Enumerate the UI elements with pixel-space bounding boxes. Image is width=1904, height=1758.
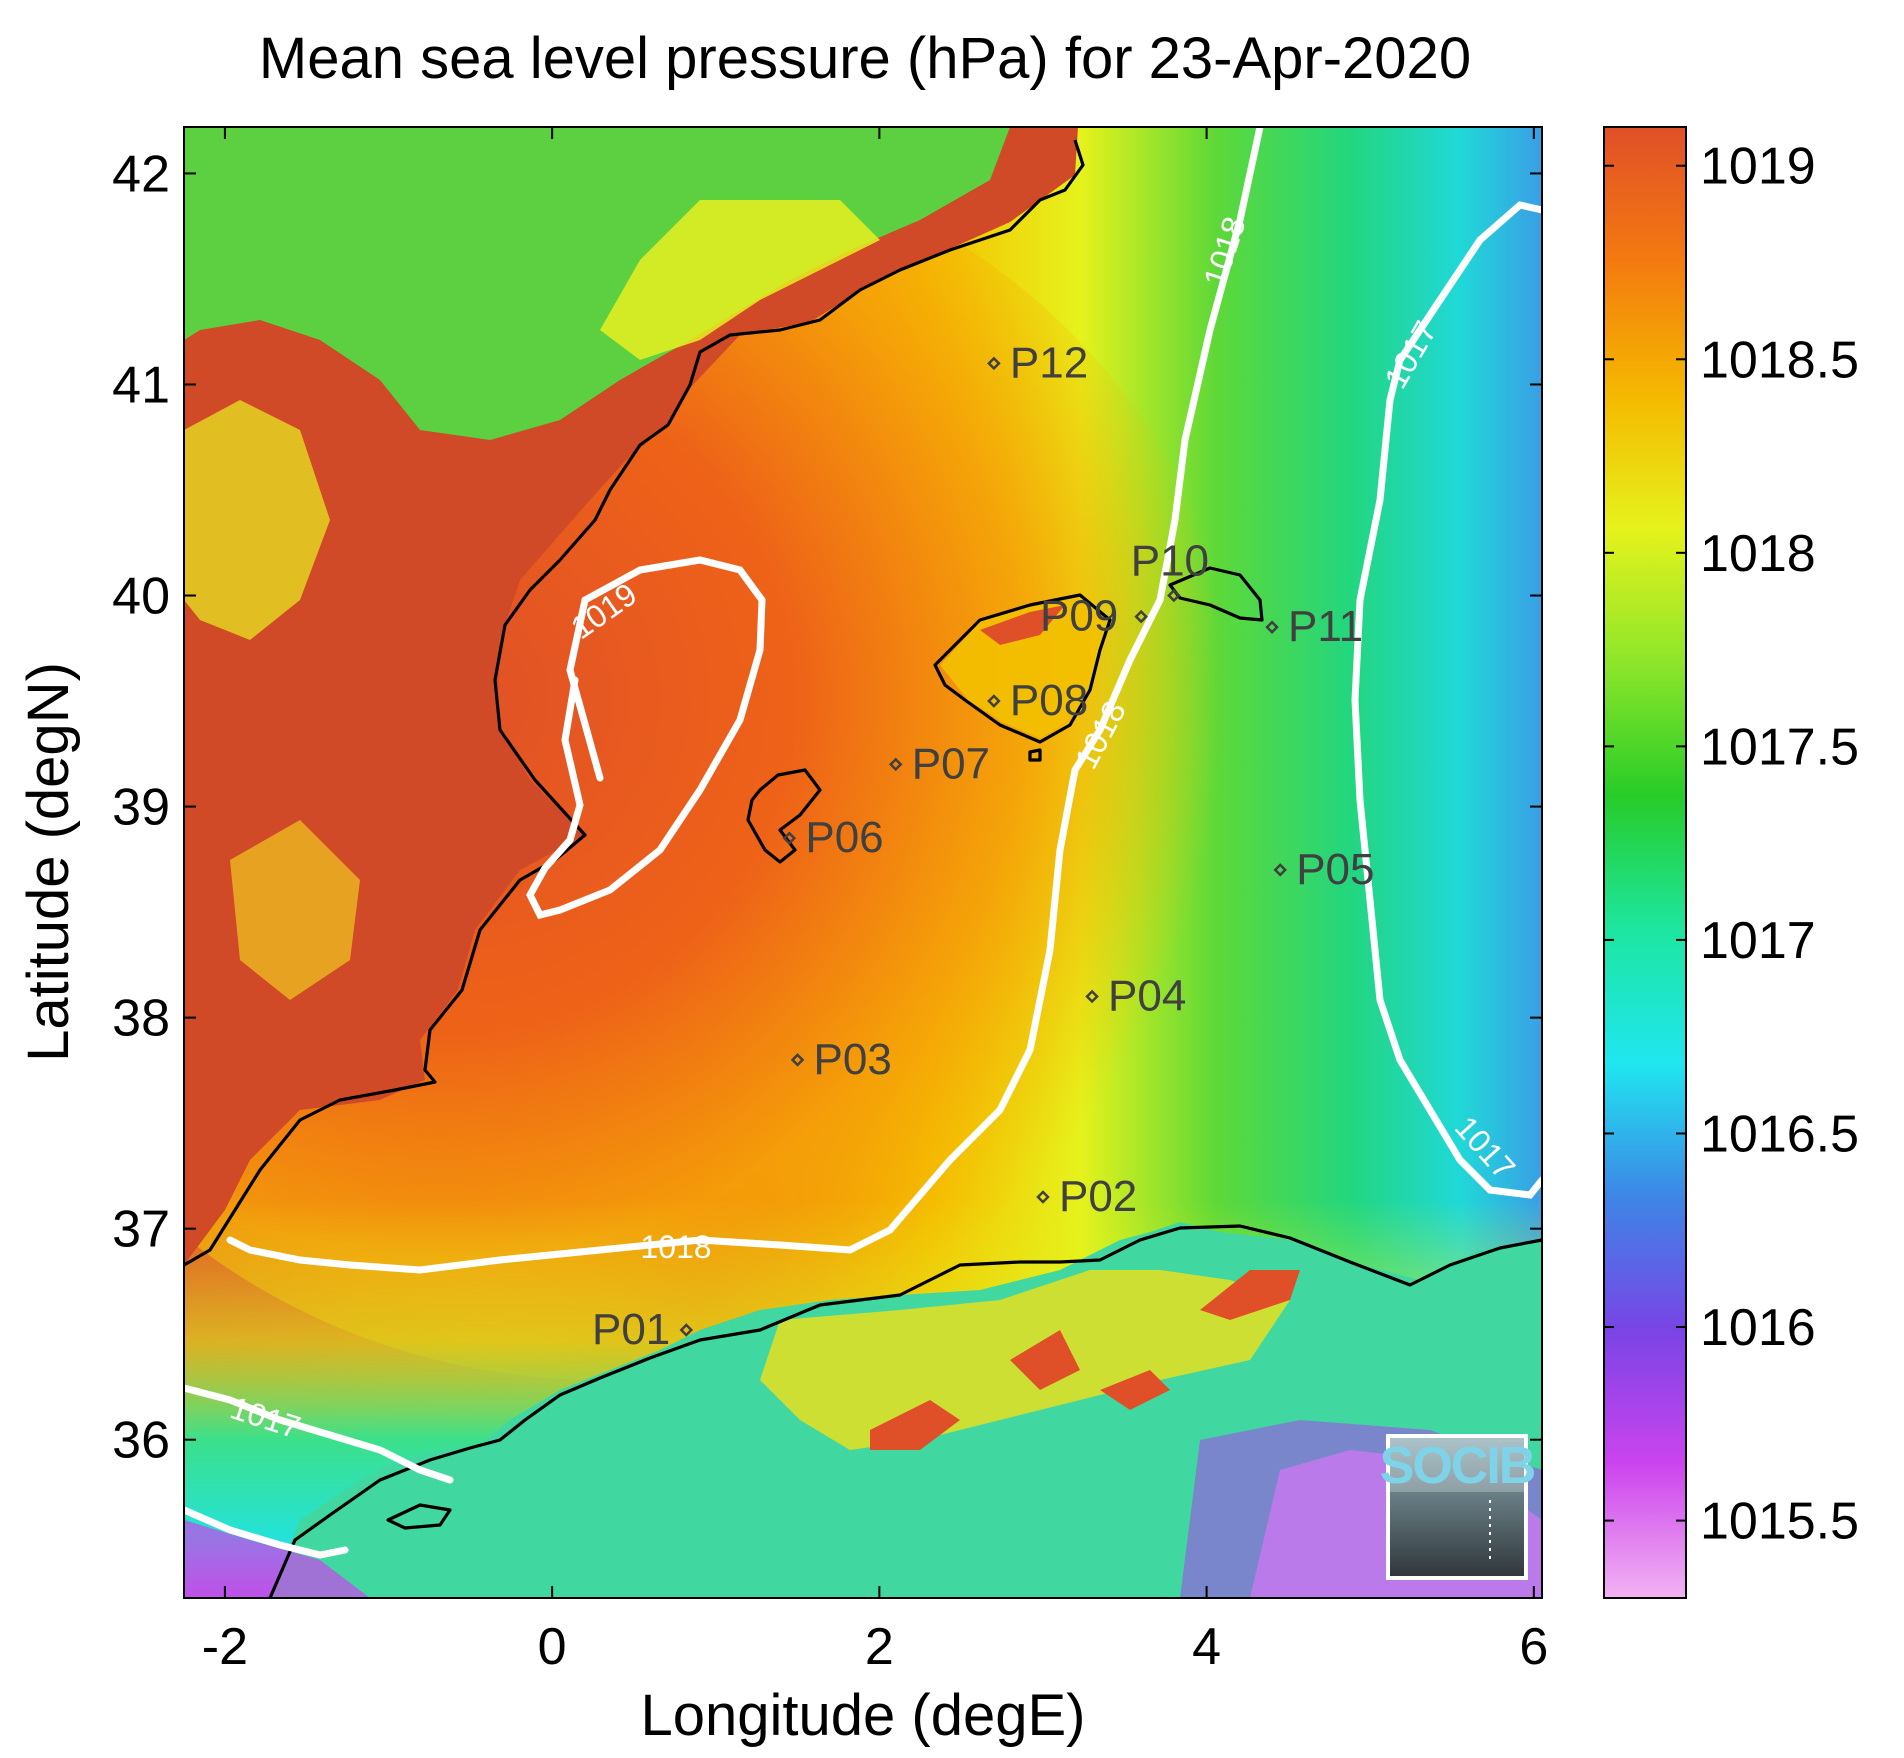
y-tick-label: 37 [112, 1201, 170, 1259]
y-tick-label: 40 [112, 568, 170, 626]
iberia-terrain-yellow [600, 200, 880, 360]
colorbar-ticks: 1015.5 1016 1016.5 1017 1017.5 1018 1018.5 1019 [1604, 138, 1859, 1551]
station-label-p02: P02 [1059, 1172, 1137, 1221]
socib-logo: SOCIB [1380, 1434, 1537, 1580]
mallorca-coastline [933, 593, 1112, 744]
north-africa-coastline [268, 1224, 1543, 1599]
station-marker-p05 [1273, 863, 1287, 877]
colorbar-tick-label: 1017 [1700, 912, 1816, 970]
socib-logo-text: SOCIB [1380, 1437, 1535, 1495]
station-label-p03: P03 [814, 1035, 892, 1084]
isobar-1017-east [1351, 201, 1546, 1199]
stations-layer: P01 P02 P03 P04 P05 P06 P07 P08 P09 P10 P11 P12 [592, 338, 1375, 1354]
station-marker-p09 [1134, 609, 1148, 624]
x-tick-label: 0 [538, 1618, 567, 1676]
y-tick-label: 38 [112, 990, 170, 1048]
station-label-p10: P10 [1131, 537, 1209, 586]
iberia-coastline [183, 139, 1085, 1267]
x-tick-label: 2 [865, 1618, 894, 1676]
station-label-p01: P01 [592, 1305, 670, 1354]
y-tick-label: 42 [112, 145, 170, 203]
x-tick-label: 6 [1519, 1618, 1548, 1676]
station-marker-p02 [1036, 1190, 1050, 1204]
mallorca-terrain [980, 605, 1065, 645]
station-label-p08: P08 [1010, 676, 1088, 725]
colorbar-tick-label: 1017.5 [1700, 718, 1859, 776]
iberia-terrain-yellow-2 [184, 400, 330, 640]
chart-title: Mean sea level pressure (hPa) for 23-Apr… [259, 26, 1471, 91]
station-marker-p10 [1167, 588, 1181, 603]
isobar-1019 [526, 556, 766, 920]
cabrera-coastline [1028, 748, 1042, 762]
isobar-1018-main [226, 123, 1264, 1274]
isobar-1017-southwest [180, 1384, 454, 1484]
station-label-p09: P09 [1040, 592, 1118, 641]
station-marker-p01 [679, 1323, 694, 1337]
iberia-terrain-yellow-3 [230, 820, 360, 1000]
isobars [180, 123, 1546, 1559]
north-africa-terrain-red-1 [1010, 1330, 1080, 1390]
colorbar-tick-label: 1018.5 [1700, 331, 1859, 389]
station-marker-p03 [790, 1053, 805, 1067]
colorbar-tick-label: 1016.5 [1700, 1105, 1859, 1163]
colorbar [1603, 126, 1687, 1599]
colorbar-tick-label: 1019 [1700, 138, 1816, 196]
menorca-coastline [1168, 566, 1264, 622]
x-axis-ticks: -2 0 2 4 6 [202, 127, 1548, 1676]
station-label-p07: P07 [912, 739, 990, 788]
map-frame [183, 126, 1543, 1599]
y-axis-label: Latitude (degN) [16, 662, 81, 1062]
station-marker-p06 [782, 831, 797, 845]
station-marker-p08 [987, 694, 1001, 708]
station-label-p11: P11 [1288, 602, 1363, 651]
y-tick-label: 36 [112, 1412, 170, 1470]
southwest-low [184, 1520, 370, 1598]
station-label-p05: P05 [1296, 845, 1374, 894]
x-tick-label: -2 [202, 1618, 248, 1676]
y-tick-label: 39 [112, 779, 170, 837]
station-marker-p04 [1085, 989, 1099, 1004]
station-marker-p12 [987, 356, 1001, 371]
north-africa-terrain-red-2 [1200, 1270, 1300, 1320]
station-marker-p11 [1265, 620, 1279, 634]
colorbar-tick-label: 1016 [1700, 1299, 1816, 1357]
contour-label-1018-south: 1018 [640, 1229, 711, 1265]
colorbar-tick-label: 1015.5 [1700, 1493, 1859, 1551]
coastlines [183, 139, 1543, 1599]
mallorca-land [940, 598, 1106, 738]
x-axis-label: Longitude (degE) [641, 1683, 1086, 1748]
north-africa-terrain-red-3 [870, 1400, 960, 1450]
station-label-p12: P12 [1010, 338, 1088, 387]
alboran-island [386, 1503, 452, 1530]
y-tick-label: 41 [112, 356, 170, 414]
station-label-p06: P06 [805, 813, 883, 862]
station-marker-p07 [888, 757, 903, 772]
x-tick-label: 4 [1192, 1618, 1221, 1676]
station-label-p04: P04 [1108, 972, 1186, 1021]
isobar-1017-southwest-2 [180, 1506, 349, 1559]
colorbar-tick-label: 1018 [1700, 525, 1816, 583]
y-axis-ticks: 36 37 38 39 40 41 42 [112, 145, 1542, 1470]
north-africa-terrain-red-4 [1100, 1370, 1170, 1410]
